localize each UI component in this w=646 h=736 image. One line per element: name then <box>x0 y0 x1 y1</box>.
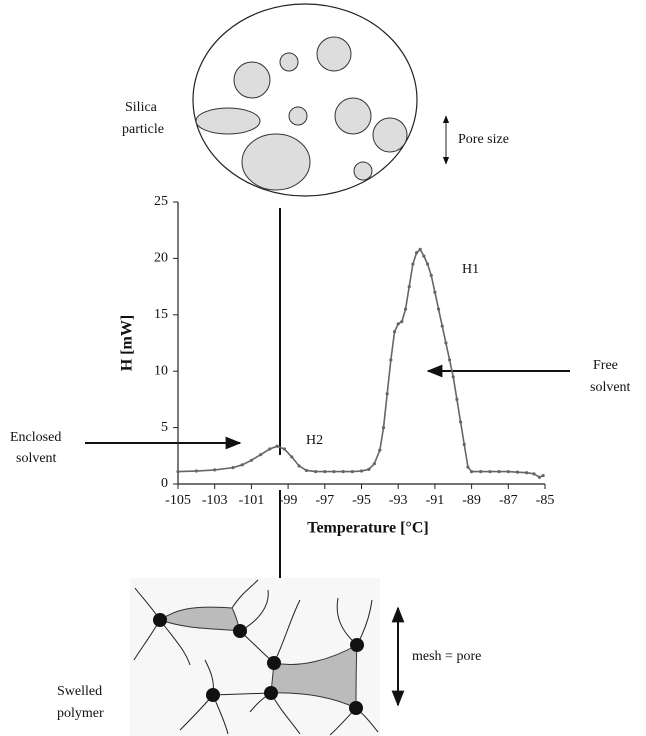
data-point <box>407 285 411 289</box>
y-axis-label: H [mW] <box>119 315 136 371</box>
data-point <box>249 458 253 462</box>
y-tick-label: 25 <box>154 194 168 209</box>
data-point <box>372 462 376 466</box>
x-tick-label: -105 <box>165 493 191 508</box>
swelled-polymer <box>130 578 380 736</box>
data-point <box>444 341 448 345</box>
data-point <box>367 467 371 471</box>
x-tick-label: -93 <box>389 493 408 508</box>
data-point <box>385 392 389 396</box>
data-point <box>470 469 474 474</box>
data-point <box>400 319 404 324</box>
data-point <box>213 468 217 472</box>
x-tick-label: -103 <box>202 493 228 508</box>
data-point <box>532 472 536 476</box>
data-point <box>455 397 459 401</box>
data-point <box>341 469 345 474</box>
data-point <box>433 290 437 294</box>
label: polymer <box>57 706 104 721</box>
label: Silica <box>125 100 158 115</box>
data-point <box>268 447 272 451</box>
label: particle <box>122 122 164 137</box>
x-tick-label: -101 <box>239 493 265 508</box>
annotation: solvent <box>16 451 57 466</box>
label: mesh = pore <box>412 649 481 664</box>
data-point <box>275 444 279 448</box>
data-point <box>350 469 354 474</box>
x-axis-label: Temperature [°C] <box>307 520 428 537</box>
data-point <box>506 469 510 474</box>
data-point <box>422 254 426 258</box>
data-point <box>392 330 397 334</box>
data-point <box>381 426 386 430</box>
y-tick-label: 5 <box>161 420 168 435</box>
annotation: H2 <box>306 433 323 448</box>
data-point <box>418 247 422 251</box>
data-point <box>479 469 483 474</box>
data-point <box>447 358 452 362</box>
data-point <box>297 464 301 468</box>
data-point <box>378 448 382 452</box>
data-point <box>411 262 415 266</box>
data-point <box>240 463 244 467</box>
x-tick-label: -85 <box>536 493 555 508</box>
data-point <box>332 469 336 474</box>
label: Pore size <box>458 132 509 147</box>
data-point <box>466 465 470 469</box>
data-point <box>403 307 408 311</box>
plot: 0 5 10 15 20 25 -105 -103 -101 -99 -97 -95 -93 -91 -89… <box>154 194 554 508</box>
y-tick-label: 0 <box>161 476 168 491</box>
data-point <box>515 470 520 474</box>
data-point <box>451 375 455 379</box>
data-point <box>290 455 294 459</box>
data-point <box>537 475 542 479</box>
data-point <box>258 453 263 457</box>
data-point <box>176 469 180 474</box>
annotation: Enclosed <box>10 430 61 445</box>
data-point <box>194 469 198 473</box>
annotation: H1 <box>462 262 479 277</box>
data-point <box>429 273 433 277</box>
data-point <box>414 251 419 255</box>
annotation: solvent <box>590 380 631 395</box>
data-point <box>396 322 400 326</box>
data-point <box>323 469 327 474</box>
silica-particle <box>192 3 418 197</box>
data-point <box>231 466 235 470</box>
data-point <box>314 469 318 474</box>
label: Swelled <box>57 684 102 699</box>
data-point <box>541 473 545 478</box>
data-point <box>304 468 309 473</box>
data-point <box>440 324 444 328</box>
x-tick-label: -97 <box>315 493 334 508</box>
x-tick-label: -87 <box>499 493 518 508</box>
x-tick-label: -89 <box>462 493 481 508</box>
data-point <box>462 442 466 447</box>
y-tick-label: 10 <box>154 363 168 378</box>
data-point <box>488 469 492 474</box>
annotation: Free <box>593 358 618 373</box>
x-tick-label: -95 <box>352 493 371 508</box>
data-point <box>359 469 364 473</box>
y-tick-label: 15 <box>154 307 168 322</box>
data-point <box>425 262 430 266</box>
x-tick-label: -91 <box>426 493 445 508</box>
data-point <box>436 307 441 311</box>
x-tick-label: -99 <box>279 493 298 508</box>
data-point <box>389 358 393 362</box>
data-point <box>282 447 287 451</box>
y-tick-label: 20 <box>154 251 168 266</box>
data-point <box>497 469 501 474</box>
data-point <box>458 420 463 424</box>
data-point <box>525 471 529 475</box>
